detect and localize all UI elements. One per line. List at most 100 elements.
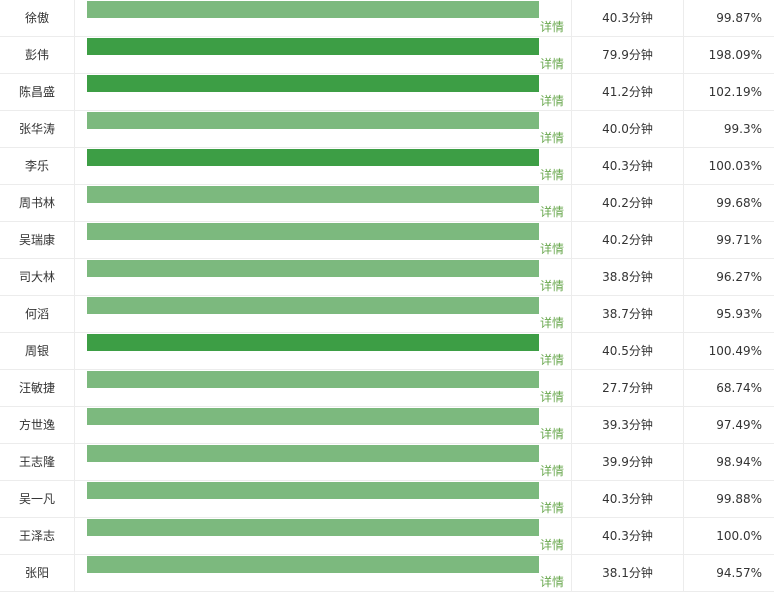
bar-cell: 详情 <box>75 148 572 184</box>
detail-link[interactable]: 详情 <box>540 538 565 552</box>
duration-value: 40.3分钟 <box>572 481 684 517</box>
progress-bar <box>87 408 539 425</box>
table-row: 李乐详情 40.3分钟 100.03% <box>0 148 774 185</box>
member-name: 王泽志 <box>0 518 75 554</box>
duration-value: 40.3分钟 <box>572 0 684 36</box>
percent-value: 99.3% <box>723 122 762 136</box>
member-name: 徐傲 <box>0 0 75 36</box>
percent-value: 96.27% <box>716 270 762 284</box>
table-row: 张华涛详情 40.0分钟 99.3% <box>0 111 774 148</box>
table-row: 何滔 详情 38.7分钟 95.93% <box>0 296 774 333</box>
detail-link[interactable]: 详情 <box>540 20 565 34</box>
member-name: 汪敏捷 <box>0 370 75 406</box>
duration-value: 40.2分钟 <box>572 222 684 258</box>
member-name: 周书林 <box>0 185 75 221</box>
bar-cell: 详情 <box>75 74 572 110</box>
progress-bar <box>87 445 539 462</box>
detail-link[interactable]: 详情 <box>540 575 565 589</box>
progress-bar <box>87 112 539 129</box>
progress-bar <box>87 149 539 166</box>
member-name: 周银 <box>0 333 75 369</box>
table-row: 汪敏捷 详情 27.7分钟 68.74% <box>0 370 774 407</box>
percent-value: 198.09% <box>708 48 762 62</box>
percent-value: 95.93% <box>716 307 762 321</box>
bar-cell: 详情 <box>75 185 572 221</box>
detail-link[interactable]: 详情 <box>540 205 565 219</box>
detail-link[interactable]: 详情 <box>540 316 565 330</box>
member-name: 陈昌盛 <box>0 74 75 110</box>
bar-cell: 详情 <box>75 481 572 517</box>
member-name: 方世逸 <box>0 407 75 443</box>
detail-link[interactable]: 详情 <box>540 131 565 145</box>
bar-cell: 详情 <box>75 296 572 332</box>
duration-value: 39.9分钟 <box>572 444 684 480</box>
bar-cell: 详情 <box>75 111 572 147</box>
progress-bar <box>87 75 539 92</box>
bar-cell: 详情 <box>75 370 572 406</box>
progress-bar <box>87 556 539 573</box>
table-row: 王泽志 详情 40.3分钟 100.0% <box>0 518 774 555</box>
table-row: 徐傲详情 40.3分钟 99.87% <box>0 0 774 37</box>
table-row: 周银 详情 40.5分钟 100.49% <box>0 333 774 370</box>
duration-value: 40.0分钟 <box>572 111 684 147</box>
detail-link[interactable]: 详情 <box>540 353 565 367</box>
table-row: 吴一凡 详情 40.3分钟 99.88% <box>0 481 774 518</box>
member-name: 张华涛 <box>0 111 75 147</box>
duration-value: 79.9分钟 <box>572 37 684 73</box>
bar-cell: 详情 <box>75 518 572 554</box>
duration-value: 39.3分钟 <box>572 407 684 443</box>
duration-value: 38.1分钟 <box>572 555 684 591</box>
table-row: 周书林详情 40.2分钟 99.68% <box>0 185 774 222</box>
percent-value: 94.57% <box>716 566 762 580</box>
duration-value: 40.2分钟 <box>572 185 684 221</box>
percent-value: 102.19% <box>708 85 762 99</box>
detail-link[interactable]: 详情 <box>540 94 565 108</box>
bar-cell: 详情 <box>75 259 572 295</box>
percent-value: 99.68% <box>716 196 762 210</box>
progress-bar <box>87 482 539 499</box>
table-row: 张阳详情 38.1分钟 94.57% <box>0 555 774 592</box>
bar-cell: 详情 <box>75 333 572 369</box>
detail-link[interactable]: 详情 <box>540 57 565 71</box>
bar-cell: 详情 <box>75 37 572 73</box>
member-name: 张阳 <box>0 555 75 591</box>
duration-value: 40.3分钟 <box>572 518 684 554</box>
progress-bar <box>87 371 539 388</box>
table-row: 彭伟详情 79.9分钟 198.09% <box>0 37 774 74</box>
member-name: 彭伟 <box>0 37 75 73</box>
detail-link[interactable]: 详情 <box>540 464 565 478</box>
progress-bar <box>87 519 539 536</box>
progress-bar <box>87 223 539 240</box>
table-row: 陈昌盛详情 41.2分钟 102.19% <box>0 74 774 111</box>
bar-cell: 详情 <box>75 555 572 591</box>
duration-value: 41.2分钟 <box>572 74 684 110</box>
member-name: 何滔 <box>0 296 75 332</box>
percent-value: 99.71% <box>716 233 762 247</box>
bar-cell: 详情 <box>75 407 572 443</box>
detail-link[interactable]: 详情 <box>540 168 565 182</box>
bar-cell: 详情 <box>75 444 572 480</box>
percent-value: 99.88% <box>716 492 762 506</box>
progress-bar <box>87 260 539 277</box>
detail-link[interactable]: 详情 <box>540 390 565 404</box>
member-name: 吴瑞康 <box>0 222 75 258</box>
table-row: 司大林 详情 38.8分钟 96.27% <box>0 259 774 296</box>
detail-link[interactable]: 详情 <box>540 427 565 441</box>
detail-link[interactable]: 详情 <box>540 501 565 515</box>
progress-bar <box>87 297 539 314</box>
percent-value: 98.94% <box>716 455 762 469</box>
progress-bar <box>87 334 539 351</box>
progress-bar <box>87 1 539 18</box>
member-name: 李乐 <box>0 148 75 184</box>
duration-value: 40.3分钟 <box>572 148 684 184</box>
duration-value: 40.5分钟 <box>572 333 684 369</box>
detail-link[interactable]: 详情 <box>540 279 565 293</box>
table-row: 吴瑞康详情 40.2分钟 99.71% <box>0 222 774 259</box>
table-row: 王志隆详情 39.9分钟 98.94% <box>0 444 774 481</box>
percent-value: 100.03% <box>708 159 762 173</box>
member-name: 王志隆 <box>0 444 75 480</box>
table-row: 方世逸 详情 39.3分钟 97.49% <box>0 407 774 444</box>
detail-link[interactable]: 详情 <box>540 242 565 256</box>
progress-bar <box>87 38 539 55</box>
percent-value: 99.87% <box>716 11 762 25</box>
